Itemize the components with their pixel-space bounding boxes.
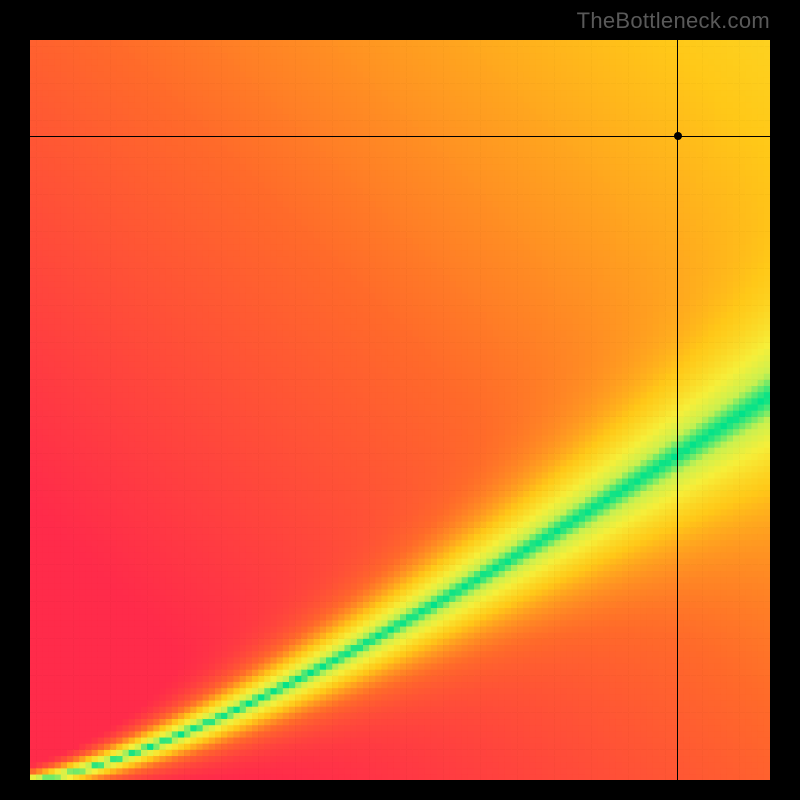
crosshair-horizontal [30,136,770,137]
crosshair-vertical [677,40,678,780]
chart-container: TheBottleneck.com [0,0,800,800]
heatmap-plot [30,40,770,780]
watermark-text: TheBottleneck.com [577,8,770,34]
crosshair-marker [674,132,682,140]
